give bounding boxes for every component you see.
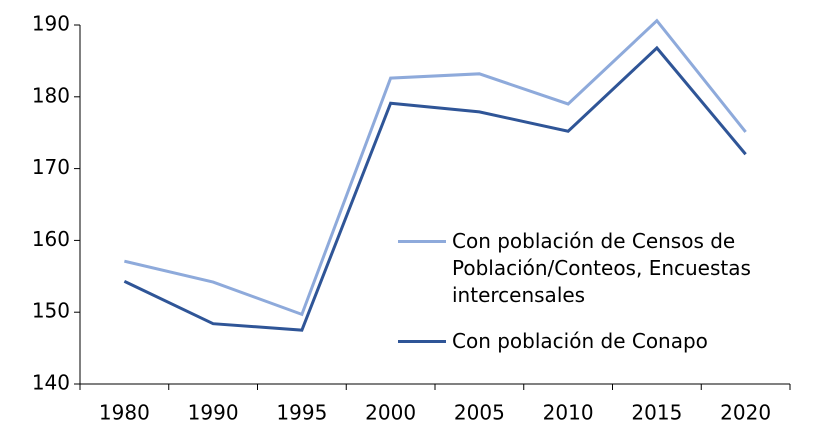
x-tick-label: 1995 xyxy=(276,401,327,425)
line-series xyxy=(124,18,747,317)
x-tick-label: 2010 xyxy=(543,401,594,425)
y-tick-label: 140 xyxy=(32,371,70,395)
y-tick-label: 170 xyxy=(32,155,70,179)
legend-swatch xyxy=(398,340,446,343)
legend-label: Con población de Conapo xyxy=(452,329,708,353)
y-tick-label: 190 xyxy=(32,12,70,36)
x-tick-label: 2015 xyxy=(631,401,682,425)
x-tick-label: 2000 xyxy=(365,401,416,425)
x-tick-label: 1990 xyxy=(188,401,239,425)
legend-item: Con población de Conapo xyxy=(398,328,792,355)
x-tick-label: 2020 xyxy=(720,401,771,425)
x-tick-label: 1980 xyxy=(99,401,150,425)
y-tick-label: 180 xyxy=(32,83,70,107)
x-tick-label: 2005 xyxy=(454,401,505,425)
legend-label: Con población de Censos de Población/Con… xyxy=(452,229,751,307)
line-series xyxy=(123,45,747,332)
legend-swatch xyxy=(398,240,446,243)
y-tick-label: 160 xyxy=(32,227,70,251)
y-tick-label: 150 xyxy=(32,299,70,323)
legend-item: Con población de Censos de Población/Con… xyxy=(398,228,792,309)
